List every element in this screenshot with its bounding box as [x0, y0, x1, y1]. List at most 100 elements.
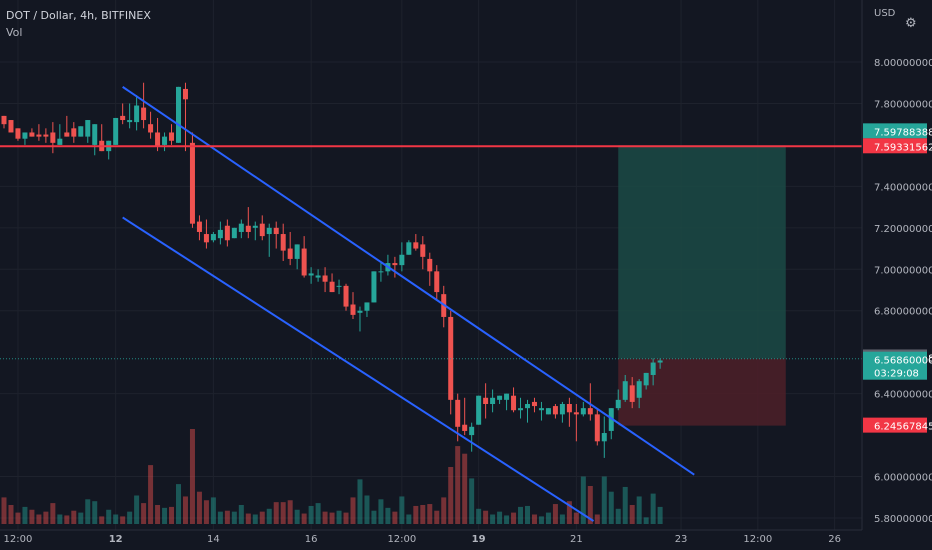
y-tick-label: 6.80000000 [874, 307, 932, 318]
y-tick-label: 6.00000000 [874, 473, 932, 484]
volume-bar [483, 510, 489, 524]
volume-bar [8, 505, 14, 524]
channel-lower-line [122, 216, 595, 522]
candle-body [643, 372, 649, 386]
candle-body [343, 285, 349, 307]
candle-body [36, 134, 42, 137]
volume-bar [378, 499, 384, 524]
candle-body [615, 399, 621, 409]
candle-body [127, 120, 133, 123]
candle-body [176, 86, 181, 143]
price-axis-bg [862, 0, 932, 550]
volume-bar [594, 514, 600, 524]
price-label-stop: 6.24567845 [874, 422, 932, 433]
candle-body [315, 275, 321, 278]
x-tick-label: 26 [828, 534, 841, 545]
candle-body [559, 404, 565, 415]
gear-icon[interactable]: ⚙ [905, 16, 917, 31]
candle-body [210, 234, 216, 241]
volume-bar [427, 504, 433, 524]
candle-body [580, 408, 586, 415]
volume-bar [601, 476, 607, 524]
volume-bar [455, 446, 461, 524]
volume-bar [273, 502, 279, 524]
candle-body [231, 227, 237, 239]
volume-bar [29, 509, 35, 524]
volume-bar [315, 503, 321, 524]
volume-bar [462, 453, 468, 524]
volume-bar [385, 507, 391, 524]
candle-body [259, 223, 265, 237]
volume-bar [301, 513, 307, 524]
volume-bar [518, 506, 524, 524]
candle-body [413, 242, 419, 249]
candle-body [273, 227, 279, 235]
candle-body [566, 404, 572, 413]
volume-bar [50, 503, 56, 524]
volume-bar [162, 507, 168, 524]
volume-bar [329, 512, 335, 524]
candle-body [162, 136, 168, 145]
volume-bar [64, 515, 70, 524]
currency-label: USD [874, 8, 896, 19]
candle-body [497, 395, 503, 400]
candle-body [657, 360, 663, 363]
candle-body [378, 271, 384, 273]
candle-body [113, 117, 119, 145]
candle-body [78, 126, 84, 137]
candle-body [280, 234, 286, 251]
candle-body [308, 273, 314, 276]
volume-bar [308, 505, 314, 524]
x-tick-label: 23 [675, 534, 688, 545]
candle-body [406, 242, 412, 255]
volume-bar [169, 506, 175, 524]
candle-body [134, 105, 140, 123]
volume-bar [413, 505, 419, 524]
candle-body [399, 254, 405, 266]
stop-zone [618, 358, 786, 426]
price-label-bg [863, 138, 927, 154]
candle-body [217, 229, 223, 239]
volume-bar [629, 505, 635, 524]
y-tick-label: 6.40000000 [874, 390, 932, 401]
volume-bar [280, 502, 286, 524]
volume-bar [643, 517, 649, 524]
volume-bar [448, 467, 454, 524]
candle-body [196, 221, 202, 232]
volume-bar [504, 515, 510, 524]
candle-body [252, 225, 258, 228]
volume-bar [294, 509, 300, 524]
volume-bar [148, 465, 154, 524]
candle-body [329, 281, 335, 293]
candle-body [483, 397, 489, 404]
volume-bar [552, 504, 558, 524]
volume-bar [573, 512, 579, 524]
y-tick-label: 7.40000000 [874, 182, 932, 193]
volume-bar [657, 506, 663, 524]
volume-bar [650, 493, 656, 524]
price-label-last: 6.56860000 [874, 356, 932, 367]
volume-bar [490, 514, 496, 524]
volume-bar [141, 503, 147, 524]
volume-bar [99, 516, 105, 524]
volume-bar [252, 514, 258, 524]
volume-bar [217, 511, 223, 524]
volume-bar [406, 514, 412, 524]
volume-bar [364, 495, 370, 524]
volume-bar [441, 497, 447, 524]
candle-body [573, 412, 579, 415]
volume-bar [43, 511, 49, 524]
candle-body [538, 408, 544, 411]
candle-body [371, 271, 377, 303]
candle-body [650, 362, 656, 375]
candle-body [518, 408, 524, 411]
price-label-bg [863, 123, 927, 139]
volume-bar [469, 478, 475, 524]
candle-body [601, 433, 607, 442]
volume-bar [113, 514, 119, 524]
volume-bar [511, 512, 517, 524]
candle-body [155, 132, 161, 147]
candle-body [392, 263, 398, 266]
volume-bar [287, 500, 293, 524]
